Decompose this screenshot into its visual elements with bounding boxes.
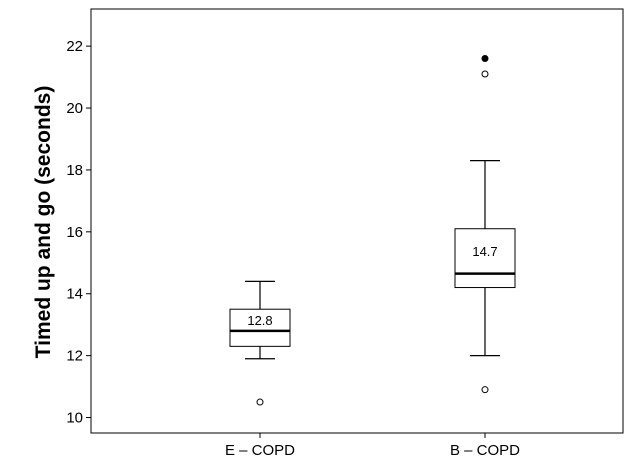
plot-frame [90,8,624,434]
y-tick-label: 14 [66,286,83,303]
median-value-label: 12.8 [247,313,272,328]
y-tick-label: 12 [66,348,83,365]
y-axis-label: Timed up and go (seconds) [32,86,55,359]
y-tick-label: 22 [66,38,83,55]
outlier-point [481,70,489,78]
y-tick-label: 10 [66,410,83,427]
extreme-point [481,55,489,63]
outlier-point [481,386,489,394]
y-tick-label: 20 [66,100,83,117]
x-category-label: B – COPD [450,442,520,459]
median-value-label: 14.7 [472,244,497,259]
iqr-box [229,308,291,347]
y-tick-label: 18 [66,162,83,179]
y-tick-label: 16 [66,224,83,241]
iqr-box [454,228,516,289]
plot-area: 10 12 14 16 18 20 22 E – COPD B – COPD 12.8 14.7 [66,8,624,459]
x-category-label: E – COPD [225,442,295,459]
outlier-point [256,398,264,406]
